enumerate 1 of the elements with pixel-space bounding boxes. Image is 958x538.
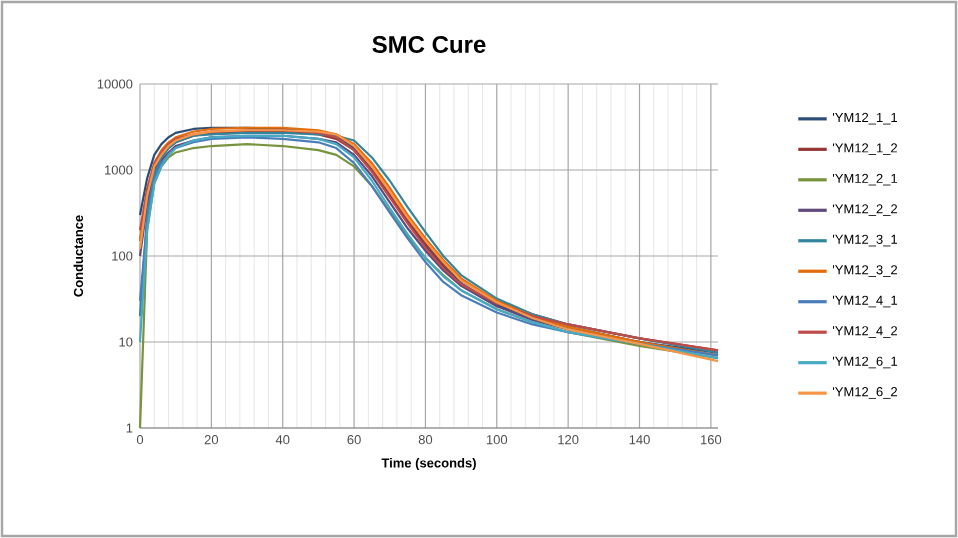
chart-title: SMC Cure [372,35,486,53]
